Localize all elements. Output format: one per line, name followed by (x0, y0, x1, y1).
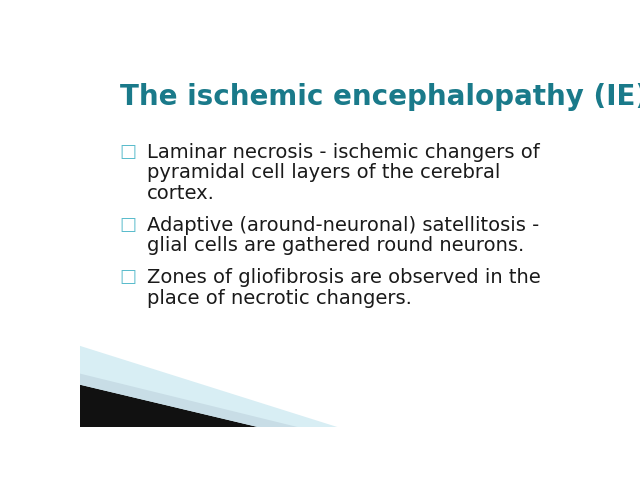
Text: The ischemic encephalopathy (IE): The ischemic encephalopathy (IE) (120, 84, 640, 111)
Text: □: □ (120, 216, 137, 234)
Polygon shape (80, 346, 338, 427)
Text: place of necrotic changers.: place of necrotic changers. (147, 289, 412, 308)
Text: cortex.: cortex. (147, 184, 215, 203)
Polygon shape (80, 373, 298, 427)
Text: Adaptive (around-neuronal) satellitosis -: Adaptive (around-neuronal) satellitosis … (147, 216, 540, 235)
Text: Zones of gliofibrosis are observed in the: Zones of gliofibrosis are observed in th… (147, 268, 541, 287)
Text: pyramidal cell layers of the cerebral: pyramidal cell layers of the cerebral (147, 163, 500, 182)
Polygon shape (80, 384, 259, 427)
Text: glial cells are gathered round neurons.: glial cells are gathered round neurons. (147, 237, 524, 255)
Text: □: □ (120, 268, 137, 286)
Text: □: □ (120, 143, 137, 161)
Text: Laminar necrosis - ischemic changers of: Laminar necrosis - ischemic changers of (147, 143, 540, 162)
